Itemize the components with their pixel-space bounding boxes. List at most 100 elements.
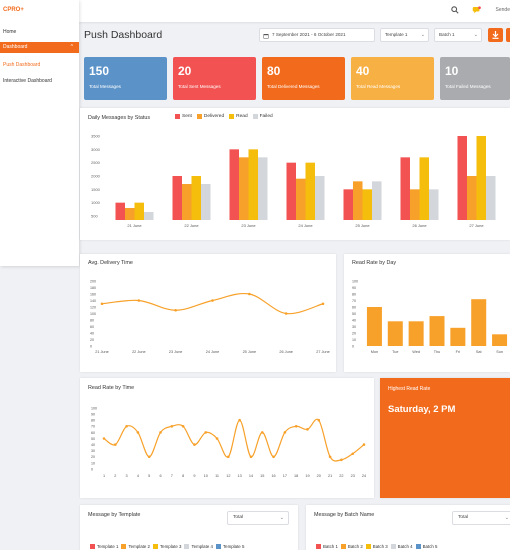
y-tick-label: 180 bbox=[90, 286, 96, 290]
legend-item[interactable]: Template 5 bbox=[215, 544, 245, 549]
x-tick-label: 22 June bbox=[184, 223, 199, 228]
series-line bbox=[101, 292, 324, 315]
kpi-label: Total Read Messages bbox=[356, 84, 401, 89]
bar bbox=[408, 321, 424, 346]
sidebar-item-label: Interactive Dashboard bbox=[3, 78, 52, 84]
x-tick-label: 21 June bbox=[127, 223, 142, 228]
legend-label: Template 5 bbox=[222, 544, 245, 549]
kpi-total-messages: 150 Total Messages bbox=[84, 57, 167, 100]
template-total-select[interactable]: Total ⌄ bbox=[227, 511, 289, 525]
date-range-text: 7 September 2021 - 6 October 2021 bbox=[272, 32, 346, 37]
daily-messages-card: Daily Messages by Status Sent Delivered … bbox=[80, 108, 510, 240]
series-line bbox=[103, 418, 365, 462]
kpi-value: 40 bbox=[356, 64, 370, 78]
calendar-icon bbox=[263, 32, 269, 41]
y-tick-label: 90 bbox=[91, 413, 95, 417]
data-point bbox=[227, 455, 230, 459]
y-tick-label: 60 bbox=[352, 305, 356, 309]
daily-messages-chart: 500 1000 1500 2000 2500 3000 3500 21 June 22 Jun… bbox=[91, 134, 496, 228]
bar bbox=[387, 321, 403, 346]
data-point bbox=[181, 425, 185, 428]
legend-item[interactable]: Batch 1 bbox=[316, 544, 338, 549]
x-tick-label: 8 bbox=[182, 474, 184, 478]
x-tick-label: 24 bbox=[362, 474, 366, 478]
y-tick-label: 0 bbox=[91, 467, 93, 471]
batch-total-select[interactable]: Total ⌄ bbox=[452, 511, 510, 525]
kpi-label: Total Messages bbox=[89, 84, 121, 89]
y-tick-label: 40 bbox=[91, 443, 95, 447]
data-point bbox=[272, 455, 275, 459]
y-tick-label: 500 bbox=[91, 214, 98, 219]
card-title: Message by Template bbox=[88, 512, 141, 518]
download-button[interactable] bbox=[488, 28, 503, 42]
legend-label: Template 1 bbox=[97, 544, 119, 549]
sidebar-item-interactive-dashboard[interactable]: Interactive Dashboard bbox=[0, 76, 79, 87]
x-tick-label: Sun bbox=[496, 350, 503, 354]
search-icon[interactable] bbox=[451, 6, 459, 16]
batch-select-value: Batch 1 bbox=[439, 32, 455, 37]
avg-delivery-card: Avg. Delivery Time 0 20 40 60 80 100 120 140 160… bbox=[80, 254, 336, 372]
data-point bbox=[215, 437, 219, 440]
data-point bbox=[351, 452, 354, 456]
legend-item[interactable]: Read bbox=[229, 114, 248, 119]
bar bbox=[400, 157, 410, 220]
y-tick-label: 2000 bbox=[91, 174, 101, 179]
legend-item[interactable]: Batch 2 bbox=[340, 544, 363, 549]
kpi-label: Total Delivered Messages bbox=[267, 84, 320, 89]
data-point bbox=[306, 428, 309, 431]
y-tick-label: 160 bbox=[90, 292, 96, 296]
kpi-total-delivered: 80 Total Delivered Messages bbox=[262, 57, 345, 100]
y-tick-label: 100 bbox=[352, 279, 358, 283]
legend-item[interactable]: Template 3 bbox=[152, 544, 181, 549]
legend-item[interactable]: Failed bbox=[252, 114, 273, 119]
legend-item[interactable]: Batch 3 bbox=[365, 544, 388, 549]
y-tick-label: 20 bbox=[91, 455, 95, 459]
date-range-picker[interactable]: 7 September 2021 - 6 October 2021 bbox=[259, 28, 375, 42]
y-tick-label: 3500 bbox=[91, 134, 101, 139]
x-tick-label: 6 bbox=[159, 474, 161, 478]
sidebar-item-dashboard[interactable]: Dashboard ^ bbox=[0, 42, 79, 53]
y-tick-label: 60 bbox=[91, 431, 95, 435]
y-tick-label: 10 bbox=[352, 338, 356, 342]
y-tick-label: 3000 bbox=[91, 147, 101, 152]
y-tick-label: 70 bbox=[352, 299, 356, 303]
sidebar-item-label: Dashboard bbox=[3, 44, 28, 50]
x-tick-label: 17 bbox=[283, 474, 287, 478]
x-tick-label: Thu bbox=[434, 350, 441, 354]
data-point bbox=[283, 431, 287, 434]
sidebar-item-home[interactable]: Home bbox=[0, 27, 79, 38]
batch-select[interactable]: Batch 1 ⌄ bbox=[434, 28, 482, 42]
legend-item[interactable]: Delivered bbox=[196, 114, 225, 119]
chevron-down-icon: ⌄ bbox=[504, 515, 509, 521]
bar bbox=[419, 157, 429, 220]
legend-item[interactable]: Batch 4 bbox=[390, 544, 413, 549]
y-tick-label: 0 bbox=[90, 344, 92, 348]
legend-label: Delivered bbox=[203, 114, 225, 119]
data-point bbox=[137, 299, 141, 302]
legend-label: Batch 5 bbox=[422, 544, 438, 549]
legend-item[interactable]: Template 4 bbox=[184, 544, 213, 549]
data-point bbox=[136, 431, 140, 434]
template-select[interactable]: Template 1 ⌄ bbox=[380, 28, 429, 42]
user-name[interactable]: Sende bbox=[495, 7, 510, 13]
legend-item[interactable]: Template 2 bbox=[121, 544, 150, 549]
data-point bbox=[317, 418, 321, 422]
bar bbox=[353, 181, 363, 220]
bar bbox=[125, 208, 135, 220]
chat-bubble-icon[interactable] bbox=[472, 6, 481, 16]
legend-item[interactable]: Sent bbox=[175, 114, 192, 119]
x-tick-label: Mon bbox=[371, 350, 378, 354]
x-tick-label: 14 bbox=[249, 474, 253, 478]
kpi-label: Total Failed Messages bbox=[445, 84, 491, 89]
legend-item[interactable]: Batch 5 bbox=[415, 544, 438, 549]
bar bbox=[486, 176, 496, 220]
chevron-down-icon: ⌄ bbox=[420, 32, 425, 38]
bar bbox=[471, 299, 487, 346]
bar bbox=[296, 178, 306, 220]
sidebar-item-push-dashboard[interactable]: Push Dashboard bbox=[0, 60, 79, 71]
legend-item[interactable]: Template 1 bbox=[90, 544, 118, 549]
bar bbox=[286, 162, 296, 220]
more-button[interactable] bbox=[506, 28, 510, 42]
x-tick-label: 15 bbox=[260, 474, 264, 478]
